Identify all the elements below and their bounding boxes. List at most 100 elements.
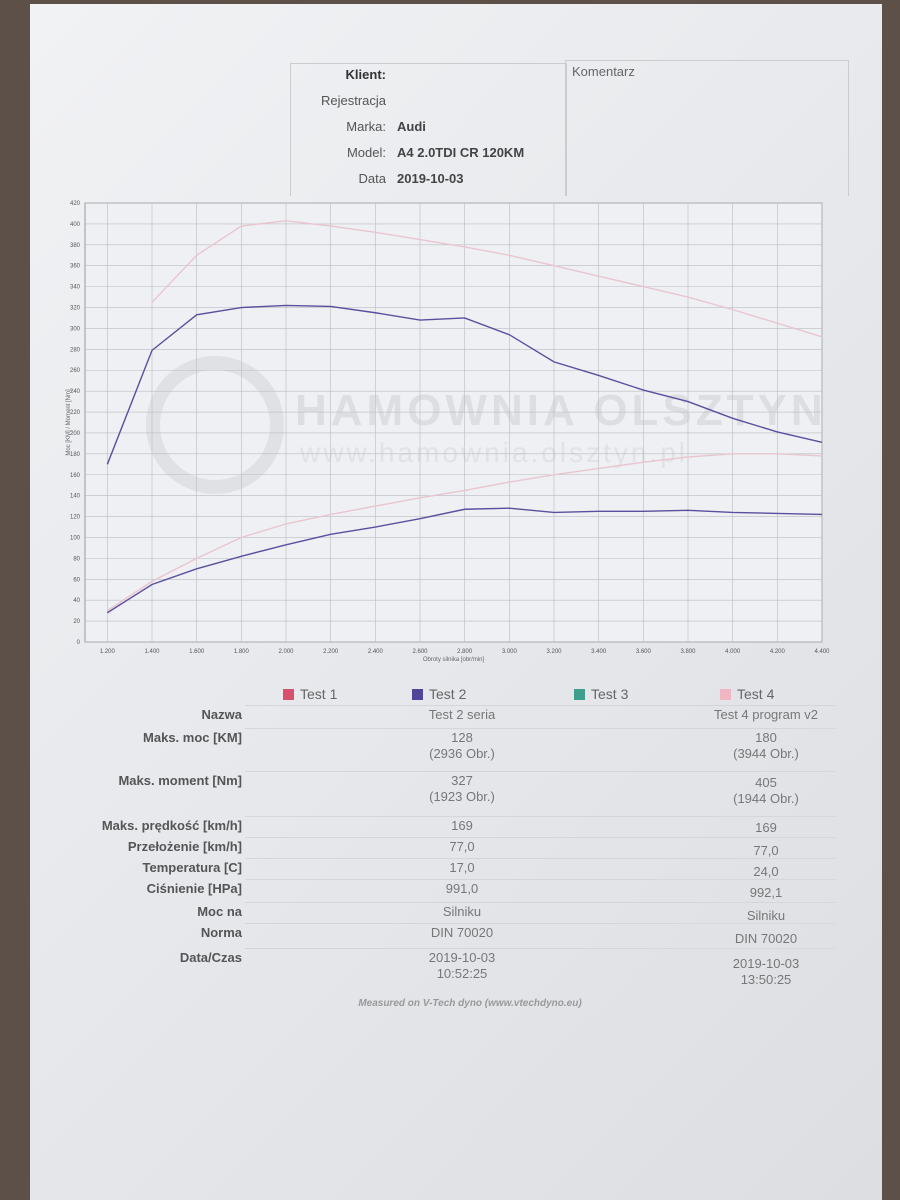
watermark: HAMOWNIA OLSZTYN [295,386,827,435]
y-tick-label: 240 [70,389,81,395]
row-rule [245,816,835,817]
y-tick-label: 0 [77,640,81,646]
make-label: Marka: [346,119,386,134]
y-tick-label: 80 [73,556,80,562]
series-line [106,304,823,465]
y-tick-label: 340 [70,285,81,291]
cell-line: 405 [755,775,777,790]
cell-line: 24,0 [753,864,779,879]
header-box [290,63,567,196]
plot-area [84,202,823,643]
row-label: Temperatura [C] [142,860,242,875]
cell: 327 (1923 Obr.) [352,773,572,805]
row-label: Maks. moment [Nm] [118,773,242,788]
y-tick-label: 400 [70,222,81,228]
row-rule [245,858,835,859]
legend-label: Test 3 [591,686,629,702]
cell-line: 169 [451,818,473,833]
row-label: Moc na [197,904,242,919]
y-tick-label: 300 [70,326,81,332]
row-label: Przełożenie [km/h] [127,839,242,854]
y-tick-label: 360 [70,264,81,270]
y-tick-label: 140 [70,494,81,500]
y-tick-label: 200 [70,431,81,437]
x-tick-label: 1.200 [100,649,116,655]
cell-line: Silniku [746,908,786,923]
footer: Measured on V-Tech dyno (www.vtechdyno.e… [358,998,582,1009]
cell: DIN 70020 [352,925,572,941]
cell: 991,0 [352,881,572,897]
cell-line: 77,0 [753,843,779,858]
y-axis-label: Moc [KM] / Moment [Nm] [66,389,72,456]
cell-line: DIN 70020 [430,925,494,940]
cell-line: 2019-10-03 [732,956,800,971]
y-tick-label: 160 [70,473,81,479]
cell: 77,0 [352,839,572,855]
legend-label: Test 4 [737,686,775,702]
registration-label: Rejestracja [320,93,386,108]
x-tick-label: 3.600 [636,649,652,655]
cell-line: 992,1 [749,885,783,900]
cell-line: DIN 70020 [734,931,798,946]
x-tick-label: 3.400 [591,649,607,655]
y-tick-label: 60 [73,577,80,583]
y-tick-label: 380 [70,243,81,249]
cell: 169 [656,820,876,836]
legend-swatch [412,688,423,700]
cell: 992,1 [656,885,876,901]
x-tick-label: 2.000 [278,649,294,655]
y-tick-label: 260 [70,368,81,374]
x-tick-label: 2.400 [368,649,384,655]
cell: Test 4 program v2 [656,707,876,723]
cell-line: 169 [755,820,777,835]
cell-line: Silniku [442,904,482,919]
cell: Silniku [656,908,876,924]
row-rule [245,837,835,838]
watermark-url: www.hamownia.olsztyn.pl [299,437,688,468]
cell: DIN 70020 [656,931,876,947]
legend-label: Test 1 [300,686,338,702]
model: A4 2.0TDI CR 120KM [397,145,525,160]
cell-line: 77,0 [449,839,475,854]
legend-swatch [574,688,585,700]
x-tick-label: 3.000 [502,649,518,655]
cell-line: 13:50:25 [740,972,792,987]
cell-line: 991,0 [445,881,479,896]
cell: 2019-10-03 13:50:25 [656,956,876,988]
cell: 169 [352,818,572,834]
x-tick-label: 1.800 [234,649,250,655]
make: Audi [397,119,426,134]
row-label: Ciśnienie [HPa] [146,881,242,896]
cell-line: (1923 Obr.) [429,789,495,804]
date-label: Data [358,171,386,186]
cell: 180 (3944 Obr.) [656,730,876,762]
legend-swatch [720,688,731,700]
row-rule [245,728,835,729]
series-line [151,220,823,338]
y-tick-label: 100 [70,535,81,541]
y-tick-label: 180 [70,452,81,458]
y-tick-label: 220 [70,410,81,416]
comment-box [565,60,849,196]
cell-line: 327 [451,773,473,788]
y-tick-label: 40 [73,598,80,604]
y-tick-label: 120 [70,515,81,521]
x-tick-label: 3.800 [680,649,696,655]
cell-line: 10:52:25 [436,966,488,981]
x-tick-label: 2.200 [323,649,339,655]
row-label: Maks. moc [KM] [143,730,242,745]
legend-swatch [283,688,294,700]
row-label: Maks. prędkość [km/h] [101,818,242,833]
cell: 24,0 [656,864,876,880]
series-line [106,507,823,614]
y-tick-label: 320 [70,306,81,312]
row-rule [245,771,835,772]
legend-label: Test 2 [429,686,467,702]
row-rule [245,923,835,924]
row-label: Nazwa [201,707,242,722]
cell-line: 128 [451,730,473,745]
comment-label: Komentarz [572,64,635,79]
x-tick-label: 3.200 [546,649,562,655]
date: 2019-10-03 [397,171,464,186]
